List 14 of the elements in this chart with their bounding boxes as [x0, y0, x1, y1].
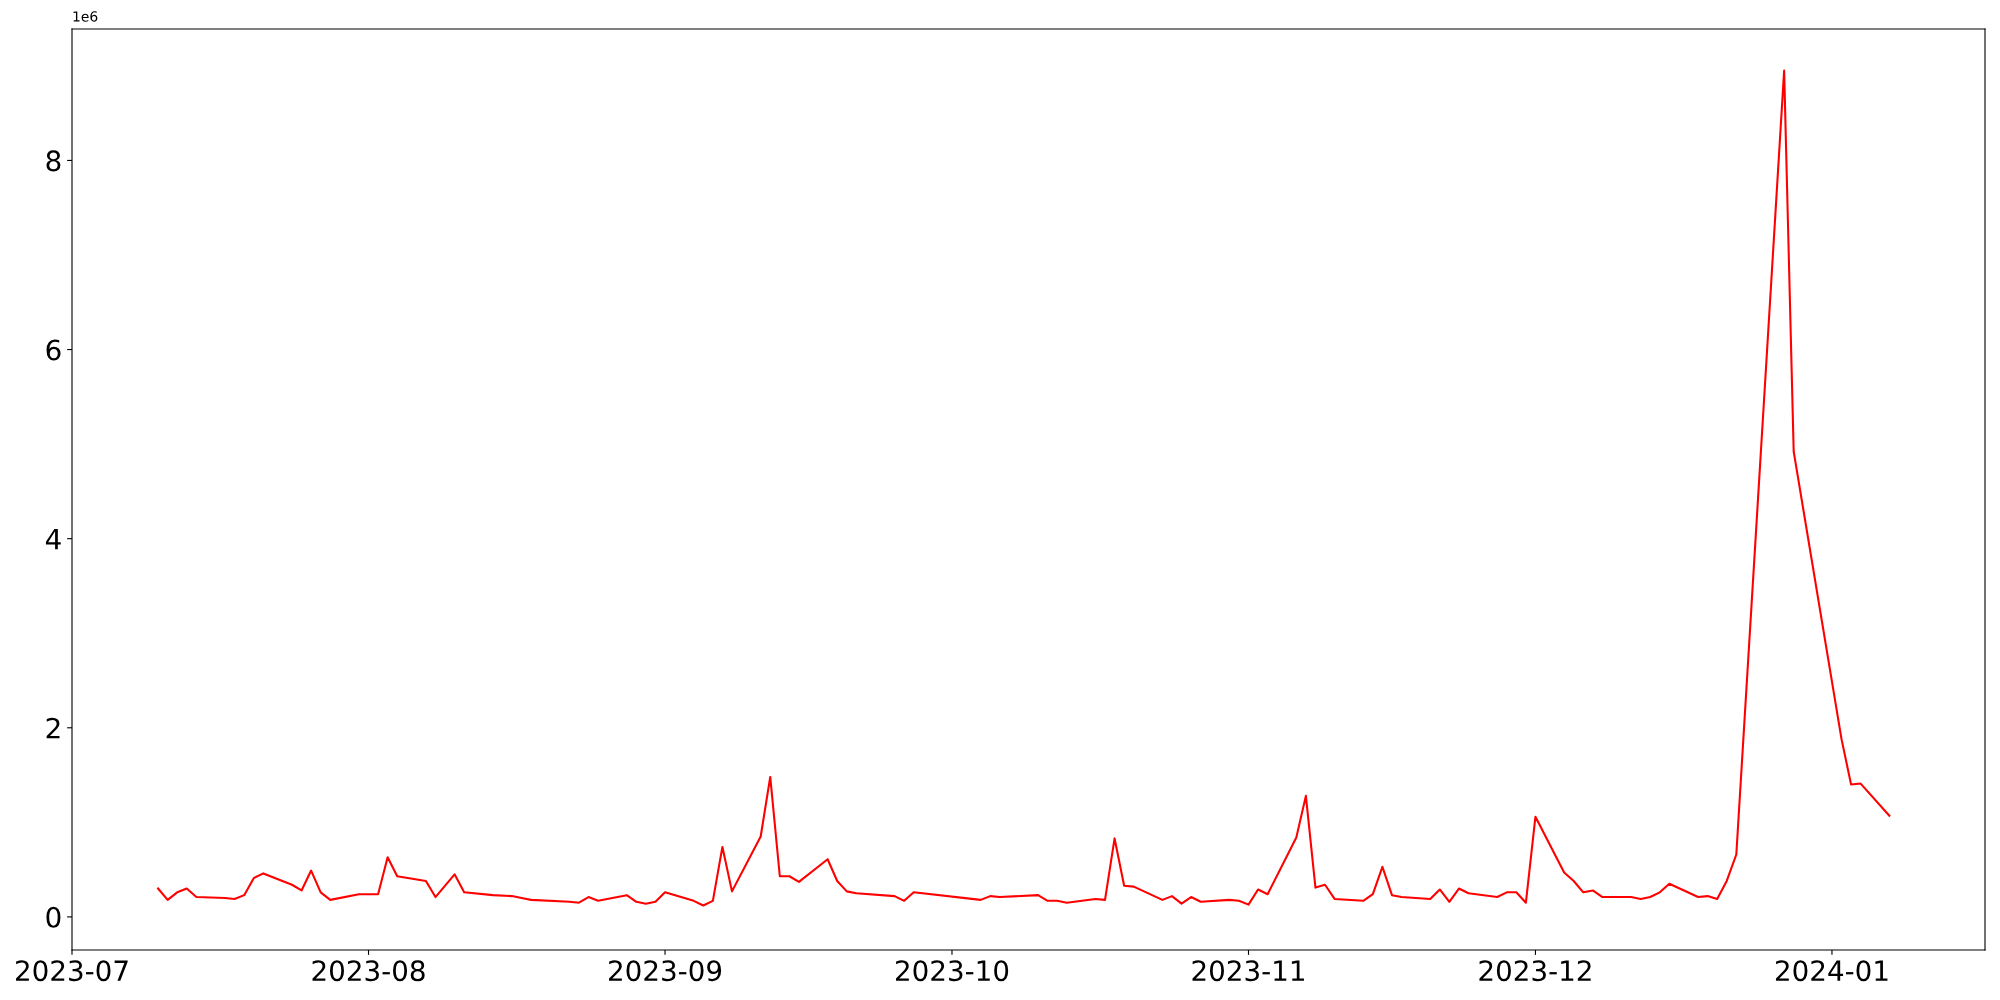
y-tick-label: 6 [46, 339, 61, 361]
x-tick-label: 2024-01 [1775, 960, 1888, 982]
line-series [157, 69, 1891, 907]
x-tick-label: 2023-07 [16, 960, 128, 982]
x-tick-label: 2023-09 [609, 960, 722, 982]
x-tick-label: 2023-11 [1192, 960, 1304, 982]
y-tick-label: 8 [46, 150, 61, 172]
x-tick-label: 2023-10 [895, 960, 1009, 982]
x-tick-label: 2023-08 [312, 960, 425, 982]
x-tick-label: 2023-12 [1479, 960, 1591, 982]
y-tick-label: 2 [46, 717, 60, 739]
text: 1e6 [73, 11, 98, 22]
y-tick-label: 0 [46, 906, 61, 928]
y-tick-label: 4 [45, 528, 61, 550]
